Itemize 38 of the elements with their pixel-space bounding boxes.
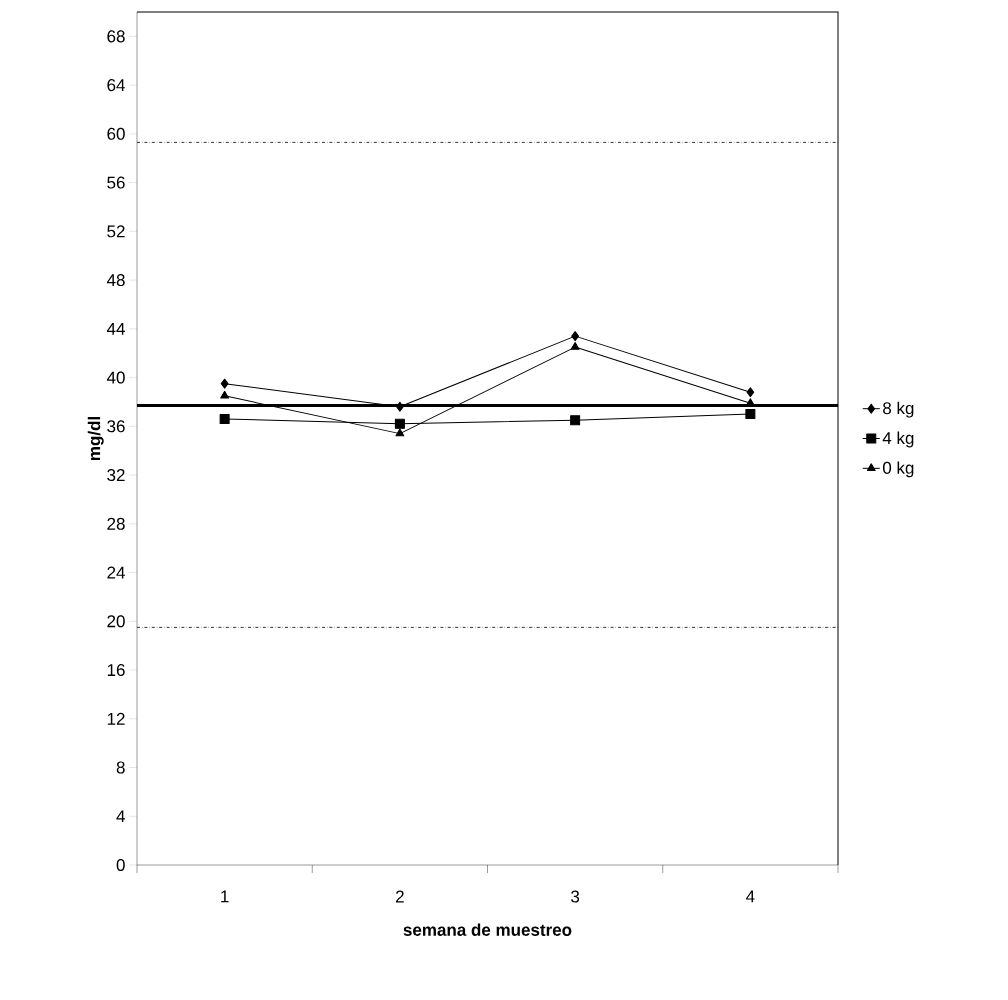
point: [220, 378, 229, 389]
y-tick-label: 12: [107, 712, 125, 725]
y-tick-label: 64: [107, 79, 125, 92]
y-tick-label: 52: [107, 225, 125, 238]
y-tick-label: 56: [107, 176, 125, 189]
y-tick-label: 44: [106, 322, 125, 335]
point: [570, 342, 580, 350]
y-tick-label: 36: [107, 420, 125, 433]
x-tick-label: 4: [746, 890, 755, 903]
point: [746, 387, 755, 398]
x-tick-label: 2: [396, 890, 404, 903]
y-tick-label: 8: [116, 761, 125, 774]
y-tick-label: 24: [107, 566, 125, 579]
y-tick-label: 28: [107, 517, 125, 530]
legend-label: 0 kg: [882, 461, 914, 478]
y-tick-label: 32: [107, 469, 125, 482]
x-tick-label: 3: [571, 890, 580, 903]
point: [396, 401, 404, 412]
y-tick-label: 68: [107, 30, 125, 43]
y-tick-label: 20: [107, 615, 125, 628]
point: [570, 415, 581, 426]
point: [394, 418, 405, 429]
point: [395, 428, 405, 437]
x-axis-title: semana de muestreo: [403, 923, 572, 936]
y-tick-label: 0: [116, 858, 125, 872]
legend-label: 4 kg: [882, 431, 914, 448]
point: [745, 409, 756, 420]
y-tick-label: 48: [106, 274, 125, 287]
x-tick-label: 1: [221, 890, 229, 903]
y-tick-label: 16: [107, 664, 125, 677]
point: [219, 414, 230, 424]
point: [571, 331, 579, 342]
y-tick-label: 4: [116, 810, 125, 823]
legend-label: 8 kg: [883, 401, 914, 418]
y-tick-label: 40: [106, 371, 125, 384]
y-axis-title: mg/dl: [87, 417, 104, 461]
point: [220, 390, 230, 399]
y-tick-label: 60: [107, 127, 125, 140]
